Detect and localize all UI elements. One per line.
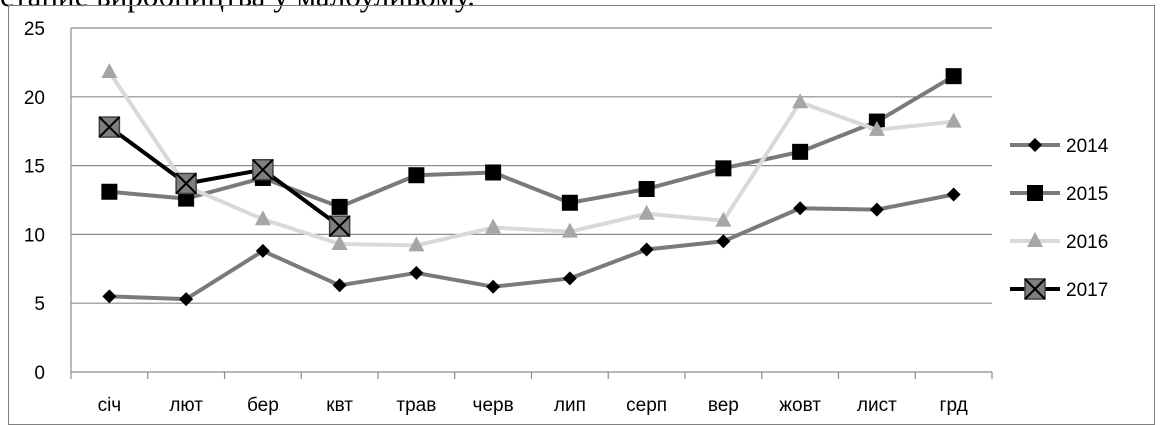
data-point-2015-жовт — [792, 143, 809, 160]
data-point-2016-трав — [408, 236, 425, 252]
data-point-2014-січ — [102, 289, 117, 304]
x-tick-label-вер: вер — [708, 395, 739, 416]
x-tick-label-бер: бер — [247, 395, 279, 416]
series-group — [98, 63, 962, 307]
legend-marker-2016 — [1027, 232, 1043, 247]
data-point-2017-січ — [98, 116, 121, 138]
data-point-2014-квт — [332, 278, 347, 293]
legend-item-2014[interactable]: 2014 — [1010, 136, 1109, 157]
x-tick-label-квт: квт — [326, 395, 353, 416]
data-point-2017-бер — [252, 158, 274, 181]
series-2016 — [101, 63, 962, 252]
axes — [70, 28, 993, 379]
y-tick-label-15: 15 — [24, 157, 45, 178]
legend-label-2016: 2016 — [1066, 232, 1108, 253]
legend-marker-2017 — [1024, 278, 1046, 300]
legend-label-2014: 2014 — [1066, 136, 1109, 157]
series-2015 — [101, 68, 962, 215]
series-line-2014 — [109, 192, 955, 302]
x-tick-label-жовт: жовт — [779, 395, 821, 416]
y-tick-label-20: 20 — [24, 88, 45, 109]
data-point-2017-квт — [328, 215, 351, 237]
x-tick-label-серп: серп — [626, 395, 667, 416]
data-point-2017-лют — [175, 172, 197, 195]
data-point-2014-лист — [869, 202, 884, 217]
legend[interactable]: 2014 2015 2016 2017 — [1010, 136, 1109, 301]
data-point-2015-вер — [715, 160, 732, 177]
data-point-2014-жовт — [793, 201, 808, 216]
data-point-2016-бер — [254, 210, 271, 226]
legend-marker-2014 — [1028, 138, 1042, 152]
data-point-2016-квт — [331, 235, 348, 251]
series-line-2017 — [108, 125, 341, 228]
data-point-2015-грд — [945, 68, 962, 85]
legend-label-2017: 2017 — [1066, 280, 1108, 301]
y-tick-label-10: 10 — [24, 225, 45, 246]
data-point-2014-грд — [946, 187, 961, 202]
data-point-2014-серп — [639, 242, 654, 257]
x-tick-label-лип: лип — [554, 395, 586, 416]
x-tick-label-лист: лист — [857, 395, 897, 416]
y-tick-label-5: 5 — [34, 294, 45, 315]
data-point-2016-жовт — [792, 93, 809, 109]
legend-item-2016[interactable]: 2016 — [1010, 232, 1108, 253]
series-2017 — [98, 116, 351, 237]
data-point-2015-лип — [561, 194, 578, 211]
data-point-2015-черв — [485, 164, 502, 181]
x-tick-label-січ: січ — [98, 395, 122, 416]
data-point-2016-грд — [945, 112, 962, 128]
y-tick-label-25: 25 — [24, 19, 45, 40]
data-point-2015-трав — [408, 167, 425, 184]
data-point-2014-трав — [409, 265, 424, 280]
data-point-2015-січ — [101, 183, 118, 200]
legend-label-2015: 2015 — [1066, 184, 1108, 205]
x-tick-label-грд: грд — [940, 395, 968, 416]
data-point-2014-черв — [486, 279, 501, 294]
data-point-2014-вер — [716, 234, 731, 249]
series-line-2015 — [109, 74, 955, 209]
data-point-2016-лип — [561, 222, 578, 238]
legend-item-2017[interactable]: 2017 — [1010, 278, 1108, 301]
legend-marker-2015 — [1027, 185, 1043, 201]
data-point-2016-вер — [715, 211, 732, 227]
data-point-2015-квт — [331, 198, 348, 215]
series-2014 — [102, 187, 961, 307]
x-tick-label-трав: трав — [396, 395, 436, 416]
data-point-2016-черв — [485, 218, 502, 234]
data-point-2015-серп — [638, 180, 655, 197]
series-line-2016 — [107, 70, 954, 248]
data-point-2016-січ — [101, 63, 118, 79]
data-point-2015-лют — [178, 190, 195, 207]
x-tick-label-лют: лют — [169, 395, 203, 416]
x-tick-labels: січ лют бер квт трав черв лип серп вер жовт лист гр… — [98, 395, 968, 416]
y-tick-label-0: 0 — [34, 363, 45, 384]
legend-item-2015[interactable]: 2015 — [1010, 184, 1108, 205]
data-point-2016-лист — [868, 120, 885, 136]
x-tick-label-черв: черв — [473, 395, 514, 416]
data-point-2016-серп — [638, 204, 655, 220]
data-point-2014-лют — [179, 292, 194, 307]
y-tick-labels: 0 5 10 15 20 25 — [24, 19, 45, 384]
data-point-2014-лип — [562, 271, 577, 286]
gridlines — [71, 27, 992, 304]
data-point-2014-бер — [255, 243, 270, 258]
